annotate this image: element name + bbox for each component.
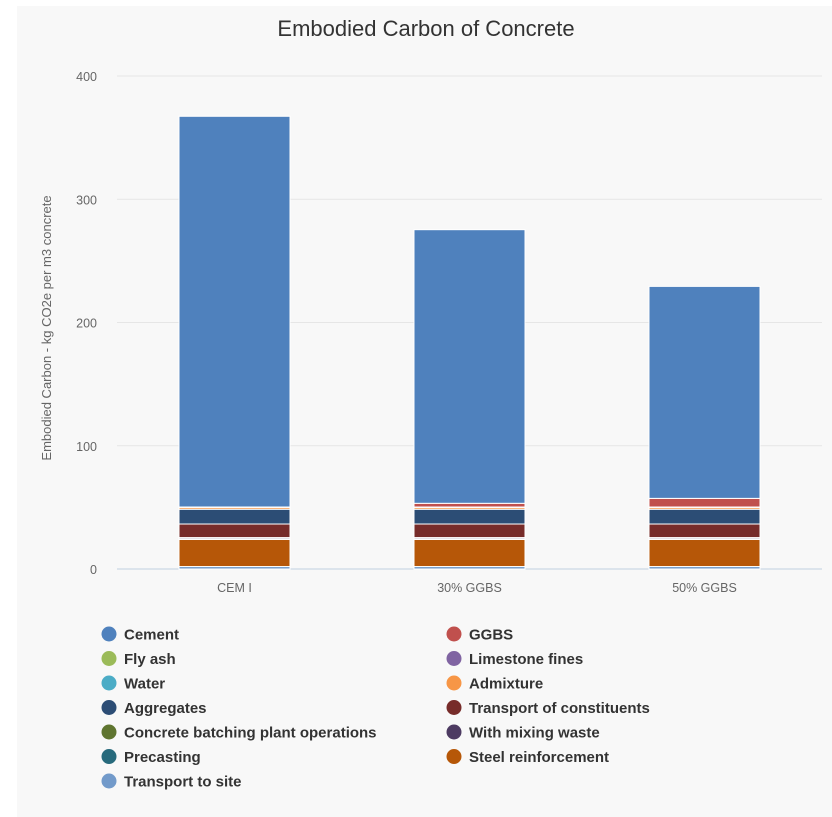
legend-marker <box>101 651 117 666</box>
legend: Cement GGBS Fly ash Limestone fines Water Adm… <box>101 626 650 791</box>
legend-item-label: Precasting <box>124 749 201 766</box>
legend-marker <box>446 749 462 764</box>
legend-item-label: Transport to site <box>124 774 242 791</box>
x-tick-label: CEM I <box>217 581 252 595</box>
legend-item-label: GGBS <box>469 627 513 644</box>
legend-marker <box>446 651 462 666</box>
bar-segment-aggregates <box>648 508 761 525</box>
legend-marker <box>101 675 117 691</box>
bar-segment-steel-reinforcement <box>178 538 291 568</box>
legend-item-label: Cement <box>124 627 179 644</box>
bar-segment-transport-of-constituents <box>413 523 526 539</box>
legend-item-label: Water <box>124 676 165 693</box>
y-tick-label: 100 <box>76 440 97 454</box>
bar-layer <box>178 115 761 570</box>
legend-item-label: With mixing waste <box>469 725 600 742</box>
bar-segment-aggregates <box>413 508 526 525</box>
chart-container: Embodied Carbon of Concrete 0 100 200 300 40… <box>17 6 832 817</box>
x-tick-label: 30% GGBS <box>437 581 502 595</box>
bar-segment-ggbs <box>413 502 526 508</box>
legend-marker <box>101 724 117 740</box>
bar-segment-transport-of-constituents <box>178 523 291 539</box>
bar-segment-cement <box>413 229 526 504</box>
y-tick-label: 200 <box>76 317 97 331</box>
legend-marker <box>446 724 462 740</box>
y-tick-label: 300 <box>76 193 97 207</box>
y-tick-label: 400 <box>76 70 97 84</box>
legend-item-label: Fly ash <box>124 651 176 668</box>
legend-item-label: Aggregates <box>124 700 207 717</box>
legend-marker <box>101 626 117 642</box>
bar-segment-steel-reinforcement <box>413 538 526 568</box>
x-tick-label: 50% GGBS <box>672 581 737 595</box>
bar-segment-cement <box>648 285 761 499</box>
legend-item-label: Transport of constituents <box>469 700 650 717</box>
chart-svg: Embodied Carbon of Concrete 0 100 200 300 40… <box>39 16 822 791</box>
legend-item-label: Concrete batching plant operations <box>124 725 377 742</box>
legend-item-label: Steel reinforcement <box>469 749 609 766</box>
legend-marker <box>101 700 117 715</box>
y-axis-label: Embodied Carbon - kg CO2e per m3 concret… <box>39 195 54 460</box>
legend-marker <box>446 626 462 642</box>
bar-segment-steel-reinforcement <box>648 538 761 568</box>
legend-item-label: Admixture <box>469 676 543 693</box>
bar-segment-aggregates <box>178 508 291 525</box>
y-tick-label: 0 <box>90 563 97 577</box>
legend-item-label: Limestone fines <box>469 651 583 668</box>
axis-layer: 0 100 200 300 400 CEM I 30% GGBS 50% GGBS <box>76 70 737 595</box>
chart-title: Embodied Carbon of Concrete <box>277 16 574 41</box>
bar-segment-cement <box>178 115 291 508</box>
bar-segment-transport-of-constituents <box>648 523 761 539</box>
legend-marker <box>101 749 117 764</box>
legend-marker <box>446 700 462 715</box>
legend-marker <box>446 675 462 691</box>
legend-marker <box>101 773 117 789</box>
bar-segment-ggbs <box>648 497 761 508</box>
